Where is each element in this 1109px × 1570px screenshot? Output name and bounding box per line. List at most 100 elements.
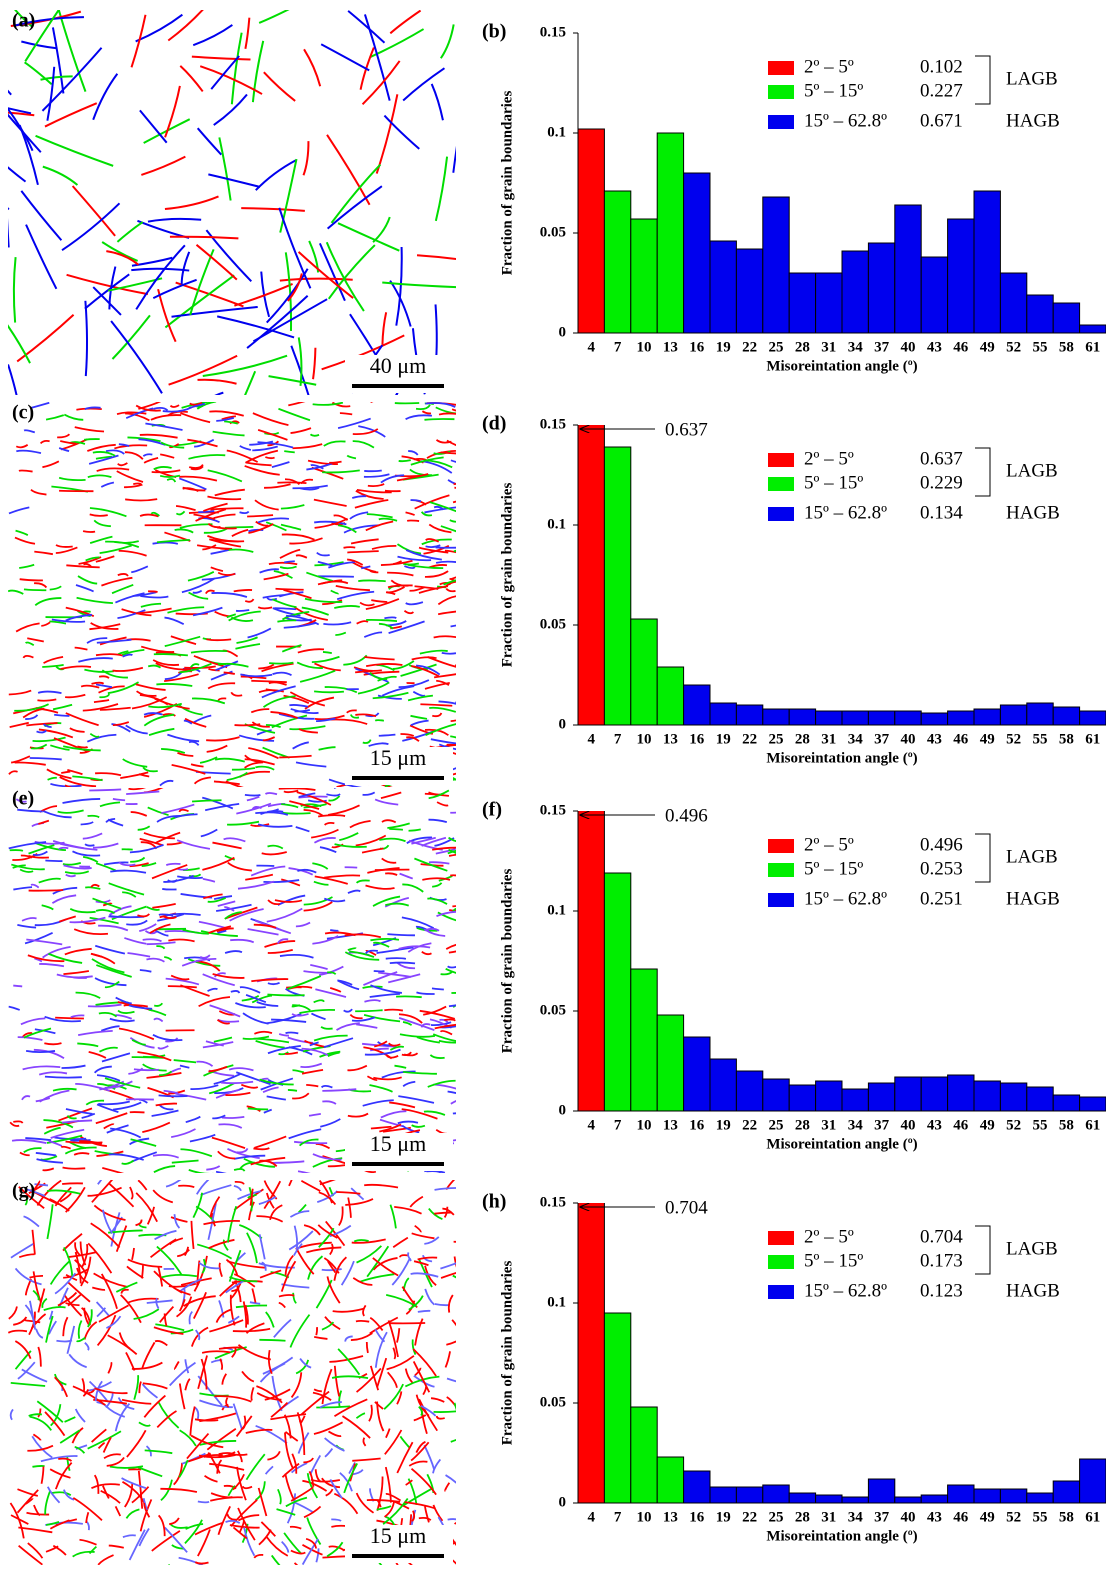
boundary-stroke — [390, 1205, 395, 1229]
boundary-stroke — [301, 1416, 305, 1423]
legend-label: 15º – 62.8º — [804, 502, 887, 523]
boundary-stroke — [357, 1246, 382, 1263]
boundary-stroke — [263, 880, 299, 882]
boundary-stroke — [439, 413, 460, 414]
bar — [736, 1487, 762, 1503]
boundary-stroke — [259, 1340, 285, 1341]
boundary-stroke — [322, 1086, 333, 1088]
boundary-stroke — [195, 777, 211, 783]
boundary-stroke — [84, 670, 113, 672]
boundary-stroke — [321, 44, 369, 70]
boundary-stroke — [59, 916, 75, 921]
boundary-stroke — [113, 668, 143, 671]
boundary-stroke — [93, 844, 118, 848]
boundary-stroke — [167, 479, 175, 482]
x-tick-label: 46 — [953, 731, 969, 747]
boundary-stroke — [454, 545, 484, 552]
boundary-stroke — [151, 415, 181, 420]
boundary-stroke — [320, 1119, 340, 1127]
boundary-stroke — [192, 57, 251, 60]
boundary-stroke — [284, 791, 298, 793]
boundary-stroke — [115, 1015, 131, 1019]
boundary-stroke — [229, 1068, 253, 1070]
boundary-stroke — [398, 1096, 434, 1103]
panel-label: (b) — [482, 21, 506, 43]
boundary-stroke — [44, 1307, 66, 1310]
boundary-stroke — [296, 762, 326, 766]
boundary-stroke — [19, 1254, 34, 1257]
boundary-stroke — [160, 1489, 197, 1492]
boundary-stroke — [310, 965, 327, 969]
boundary-stroke — [450, 520, 462, 522]
boundary-stroke — [18, 1037, 43, 1040]
boundary-stroke — [25, 62, 52, 84]
boundary-stroke — [134, 1375, 138, 1399]
boundary-stroke — [24, 589, 46, 590]
boundary-stroke — [370, 994, 400, 997]
boundary-stroke — [76, 1252, 81, 1283]
boundary-stroke — [0, 208, 9, 247]
boundary-stroke — [227, 451, 258, 462]
boundary-stroke — [242, 1371, 254, 1381]
legend-group: HAGB — [1006, 110, 1060, 131]
boundary-stroke — [96, 965, 131, 977]
boundary-stroke — [303, 1458, 313, 1462]
boundary-stroke — [360, 603, 374, 606]
boundary-stroke — [245, 755, 262, 762]
y-tick-label: 0.05 — [540, 1002, 566, 1018]
y-axis-title: Fraction of grain boundaries — [499, 1261, 515, 1446]
boundary-stroke — [420, 704, 452, 705]
boundary-stroke — [140, 435, 178, 438]
boundary-stroke — [453, 103, 464, 173]
x-tick-label: 49 — [980, 1117, 995, 1133]
boundary-stroke — [331, 591, 339, 594]
boundary-stroke — [140, 515, 158, 517]
boundary-stroke — [156, 1104, 177, 1106]
boundary-stroke — [289, 705, 308, 707]
boundary-stroke — [432, 84, 443, 120]
boundary-stroke — [372, 546, 396, 549]
boundary-stroke — [132, 1057, 164, 1058]
x-tick-label: 58 — [1059, 1509, 1074, 1525]
boundary-stroke — [281, 1284, 309, 1287]
boundary-stroke — [85, 1343, 89, 1351]
boundary-stroke — [305, 599, 342, 602]
boundary-stroke — [398, 1122, 418, 1124]
boundary-stroke — [254, 925, 276, 928]
boundary-stroke — [123, 759, 147, 767]
boundary-stroke — [362, 849, 383, 853]
annotation: 0.496 — [665, 805, 708, 826]
boundary-stroke — [157, 540, 190, 542]
boundary-stroke — [312, 657, 340, 662]
boundary-stroke — [222, 1374, 226, 1385]
boundary-stroke — [142, 1265, 143, 1278]
boundary-stroke — [124, 938, 146, 944]
boundary-stroke — [220, 1263, 222, 1277]
boundary-stroke — [267, 1451, 279, 1459]
boundary-stroke — [238, 1451, 242, 1462]
boundary-stroke — [20, 125, 38, 185]
boundary-stroke — [327, 1542, 343, 1556]
boundary-stroke — [280, 159, 296, 232]
legend-swatch — [768, 1231, 794, 1245]
boundary-stroke — [285, 1432, 293, 1468]
boundary-stroke — [357, 880, 370, 882]
boundary-stroke — [141, 647, 174, 652]
boundary-stroke — [326, 794, 340, 795]
x-tick-label: 10 — [637, 1509, 652, 1525]
boundary-stroke — [322, 1269, 342, 1270]
boundary-stroke — [225, 951, 242, 953]
boundary-stroke — [209, 1320, 243, 1332]
x-tick-label: 43 — [927, 1509, 942, 1525]
boundary-stroke — [157, 1411, 176, 1427]
bar — [1027, 295, 1053, 333]
x-tick-label: 7 — [614, 731, 622, 747]
boundary-stroke — [251, 709, 269, 712]
boundary-stroke — [101, 1026, 119, 1031]
boundary-stroke — [331, 1519, 341, 1521]
boundary-stroke — [95, 1067, 112, 1073]
boundary-stroke — [267, 1096, 286, 1099]
boundary-stroke — [189, 592, 209, 598]
boundary-stroke — [214, 94, 247, 125]
boundary-stroke — [258, 824, 292, 826]
